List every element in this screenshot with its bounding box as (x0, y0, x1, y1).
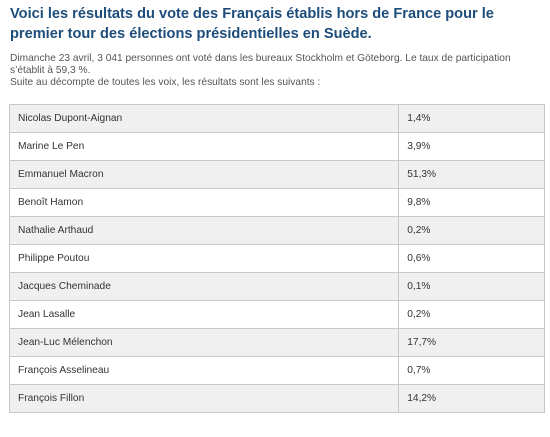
candidate-percent: 0,6% (398, 244, 545, 273)
table-row: Benoît Hamon 9,8% (8, 188, 545, 217)
candidate-percent: 1,4% (398, 104, 545, 133)
candidate-percent: 17,7% (398, 328, 545, 357)
candidate-name: Nicolas Dupont-Aignan (8, 104, 400, 133)
candidate-name: Jean Lasalle (8, 300, 400, 329)
table-row: Jean-Luc Mélenchon 17,7% (8, 328, 545, 357)
table-row: François Fillon 14,2% (8, 384, 545, 413)
candidate-percent: 0,2% (398, 300, 545, 329)
candidate-name: Emmanuel Macron (8, 160, 400, 189)
intro-text: Dimanche 23 avril, 3 041 personnes ont v… (10, 53, 546, 89)
candidate-percent: 9,8% (398, 188, 545, 217)
candidate-percent: 0,1% (398, 272, 545, 301)
table-row: Marine Le Pen 3,9% (8, 132, 545, 161)
candidate-name: Nathalie Arthaud (8, 216, 400, 245)
candidate-name: Jean-Luc Mélenchon (8, 328, 400, 357)
candidate-name: Philippe Poutou (8, 244, 400, 273)
table-row: Jean Lasalle 0,2% (8, 300, 545, 329)
table-row: Jacques Cheminade 0,1% (8, 272, 545, 301)
candidate-percent: 0,2% (398, 216, 545, 245)
table-row: François Asselineau 0,7% (8, 356, 545, 385)
table-row: Emmanuel Macron 51,3% (8, 160, 545, 189)
candidate-name: Marine Le Pen (8, 132, 400, 161)
table-row: Nathalie Arthaud 0,2% (8, 216, 545, 245)
intro-line-participation: Dimanche 23 avril, 3 041 personnes ont v… (10, 53, 511, 76)
table-row: Nicolas Dupont-Aignan 1,4% (8, 104, 545, 133)
candidate-percent: 0,7% (398, 356, 545, 385)
candidate-name: Benoît Hamon (8, 188, 400, 217)
candidate-name: François Asselineau (8, 356, 400, 385)
table-row: Philippe Poutou 0,6% (8, 244, 545, 273)
results-table: Nicolas Dupont-Aignan 1,4% Marine Le Pen… (8, 104, 545, 413)
candidate-name: François Fillon (8, 384, 400, 413)
candidate-percent: 14,2% (398, 384, 545, 413)
candidate-percent: 51,3% (398, 160, 545, 189)
candidate-name: Jacques Cheminade (8, 272, 400, 301)
page-title: Voici les résultats du vote des Français… (10, 6, 494, 42)
intro-line-results: Suite au décompte de toutes les voix, le… (10, 77, 321, 88)
candidate-percent: 3,9% (398, 132, 545, 161)
